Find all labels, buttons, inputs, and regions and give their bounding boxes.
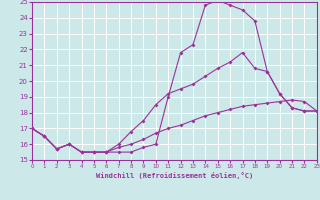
X-axis label: Windchill (Refroidissement éolien,°C): Windchill (Refroidissement éolien,°C)	[96, 172, 253, 179]
